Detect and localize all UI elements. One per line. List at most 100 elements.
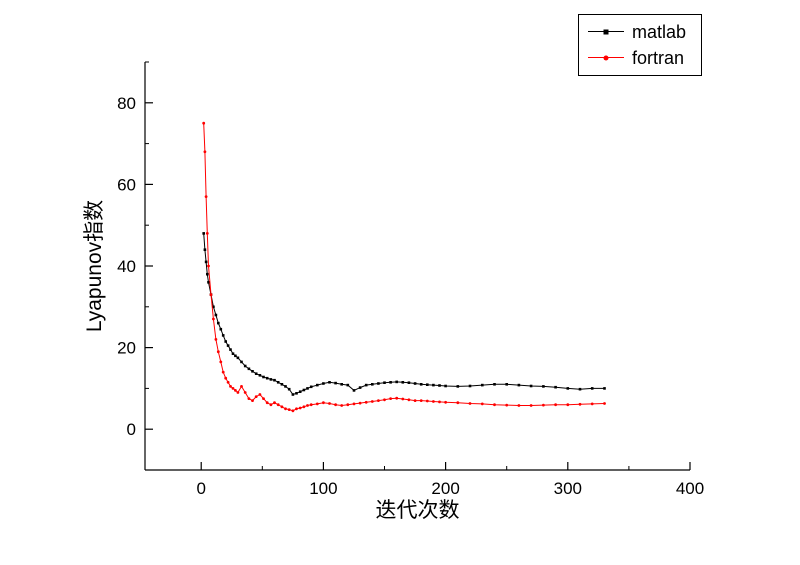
- series-marker-fortran: [334, 403, 337, 407]
- series-marker-fortran: [243, 391, 247, 394]
- series-marker-matlab: [603, 387, 606, 390]
- legend-item-matlab: matlab: [579, 19, 701, 45]
- series-marker-matlab: [590, 387, 594, 390]
- y-tick-label: 0: [127, 420, 136, 439]
- series-marker-matlab: [291, 393, 295, 396]
- series-marker-fortran: [219, 360, 223, 364]
- series-marker-matlab: [517, 383, 521, 387]
- series-marker-fortran: [203, 150, 207, 154]
- series-marker-matlab: [221, 334, 225, 337]
- series-marker-matlab: [493, 383, 496, 386]
- series-marker-matlab: [352, 389, 356, 392]
- series-marker-matlab: [203, 248, 207, 251]
- series-marker-fortran: [364, 400, 368, 404]
- series-marker-matlab: [334, 381, 337, 385]
- series-marker-matlab: [207, 281, 210, 284]
- series-marker-matlab: [340, 383, 343, 386]
- series-marker-fortran: [413, 399, 417, 402]
- series-marker-fortran: [209, 293, 213, 296]
- series-marker-fortran: [383, 398, 386, 402]
- series-marker-fortran: [517, 404, 521, 407]
- series-marker-matlab: [247, 367, 251, 371]
- series-marker-matlab: [358, 386, 362, 389]
- series-marker-matlab: [262, 375, 265, 379]
- x-tick-label: 400: [676, 479, 704, 498]
- series-marker-matlab: [529, 384, 533, 388]
- y-tick-label: 20: [117, 339, 136, 358]
- series-marker-fortran: [493, 403, 496, 407]
- series-marker-matlab: [217, 321, 220, 325]
- series-marker-matlab: [214, 313, 218, 317]
- x-tick-label: 0: [196, 479, 205, 498]
- series-line-matlab: [203, 233, 605, 396]
- series-marker-fortran: [273, 401, 276, 405]
- series-marker-fortran: [229, 385, 232, 388]
- series-marker-fortran: [590, 402, 594, 406]
- series-marker-matlab: [287, 387, 291, 391]
- series-marker-fortran: [302, 405, 306, 409]
- series-marker-matlab: [229, 348, 232, 351]
- series-marker-fortran: [529, 404, 533, 407]
- series-marker-fortran: [315, 402, 319, 406]
- series-marker-matlab: [269, 378, 273, 381]
- legend-label-fortran: fortran: [632, 47, 685, 68]
- series-marker-fortran: [287, 408, 291, 411]
- series-marker-fortran: [389, 397, 392, 400]
- series-marker-fortran: [352, 402, 356, 406]
- series-marker-fortran: [280, 405, 284, 409]
- series-marker-matlab: [226, 344, 230, 347]
- y-axis-label: Lyapunov指数: [83, 199, 106, 333]
- series-marker-fortran: [221, 370, 225, 374]
- series-marker-fortran: [262, 397, 265, 400]
- series-marker-matlab: [554, 385, 557, 389]
- series-marker-matlab: [407, 381, 411, 384]
- series-marker-matlab: [468, 384, 472, 388]
- series-marker-fortran: [566, 403, 570, 407]
- y-tick-label: 40: [117, 257, 136, 276]
- series-marker-fortran: [468, 402, 472, 405]
- series-marker-fortran: [216, 350, 220, 354]
- series-marker-matlab: [273, 378, 276, 382]
- series-marker-fortran: [346, 403, 350, 407]
- series-marker-fortran: [247, 397, 251, 400]
- series-marker-matlab: [306, 387, 309, 390]
- series-marker-matlab: [432, 383, 435, 387]
- series-marker-matlab: [298, 390, 302, 393]
- x-tick-label: 200: [431, 479, 459, 498]
- series-marker-matlab: [389, 381, 392, 384]
- series-marker-matlab: [219, 327, 223, 331]
- series-marker-fortran: [377, 399, 380, 402]
- series-marker-fortran: [438, 400, 441, 404]
- series-marker-matlab: [276, 381, 280, 384]
- series-marker-fortran: [214, 338, 218, 341]
- series-marker-matlab: [231, 352, 235, 355]
- series-marker-matlab: [234, 354, 237, 358]
- series-marker-matlab: [456, 385, 460, 388]
- series-marker-matlab: [364, 383, 368, 387]
- series-marker-fortran: [251, 399, 254, 402]
- series-marker-fortran: [407, 398, 411, 402]
- x-tick-label: 300: [554, 479, 582, 498]
- series-marker-fortran: [322, 401, 325, 405]
- series-marker-fortran: [295, 407, 298, 411]
- series-marker-matlab: [505, 383, 508, 386]
- series-marker-fortran: [306, 404, 309, 407]
- series-marker-fortran: [340, 404, 344, 407]
- series-marker-fortran: [240, 385, 243, 388]
- series-marker-fortran: [212, 317, 215, 321]
- legend-item-fortran: fortran: [579, 45, 701, 71]
- series-marker-fortran: [603, 402, 606, 405]
- series-marker-fortran: [291, 409, 295, 413]
- series-marker-matlab: [322, 382, 325, 385]
- series-marker-fortran: [204, 195, 208, 199]
- series-marker-fortran: [328, 402, 331, 405]
- series-marker-fortran: [269, 403, 273, 407]
- series-marker-fortran: [444, 400, 447, 404]
- series-marker-fortran: [276, 403, 280, 407]
- series-marker-matlab: [413, 382, 417, 385]
- series-marker-fortran: [554, 403, 557, 407]
- series-marker-fortran: [254, 395, 258, 398]
- series-marker-matlab: [206, 272, 209, 276]
- series-marker-matlab: [212, 305, 215, 309]
